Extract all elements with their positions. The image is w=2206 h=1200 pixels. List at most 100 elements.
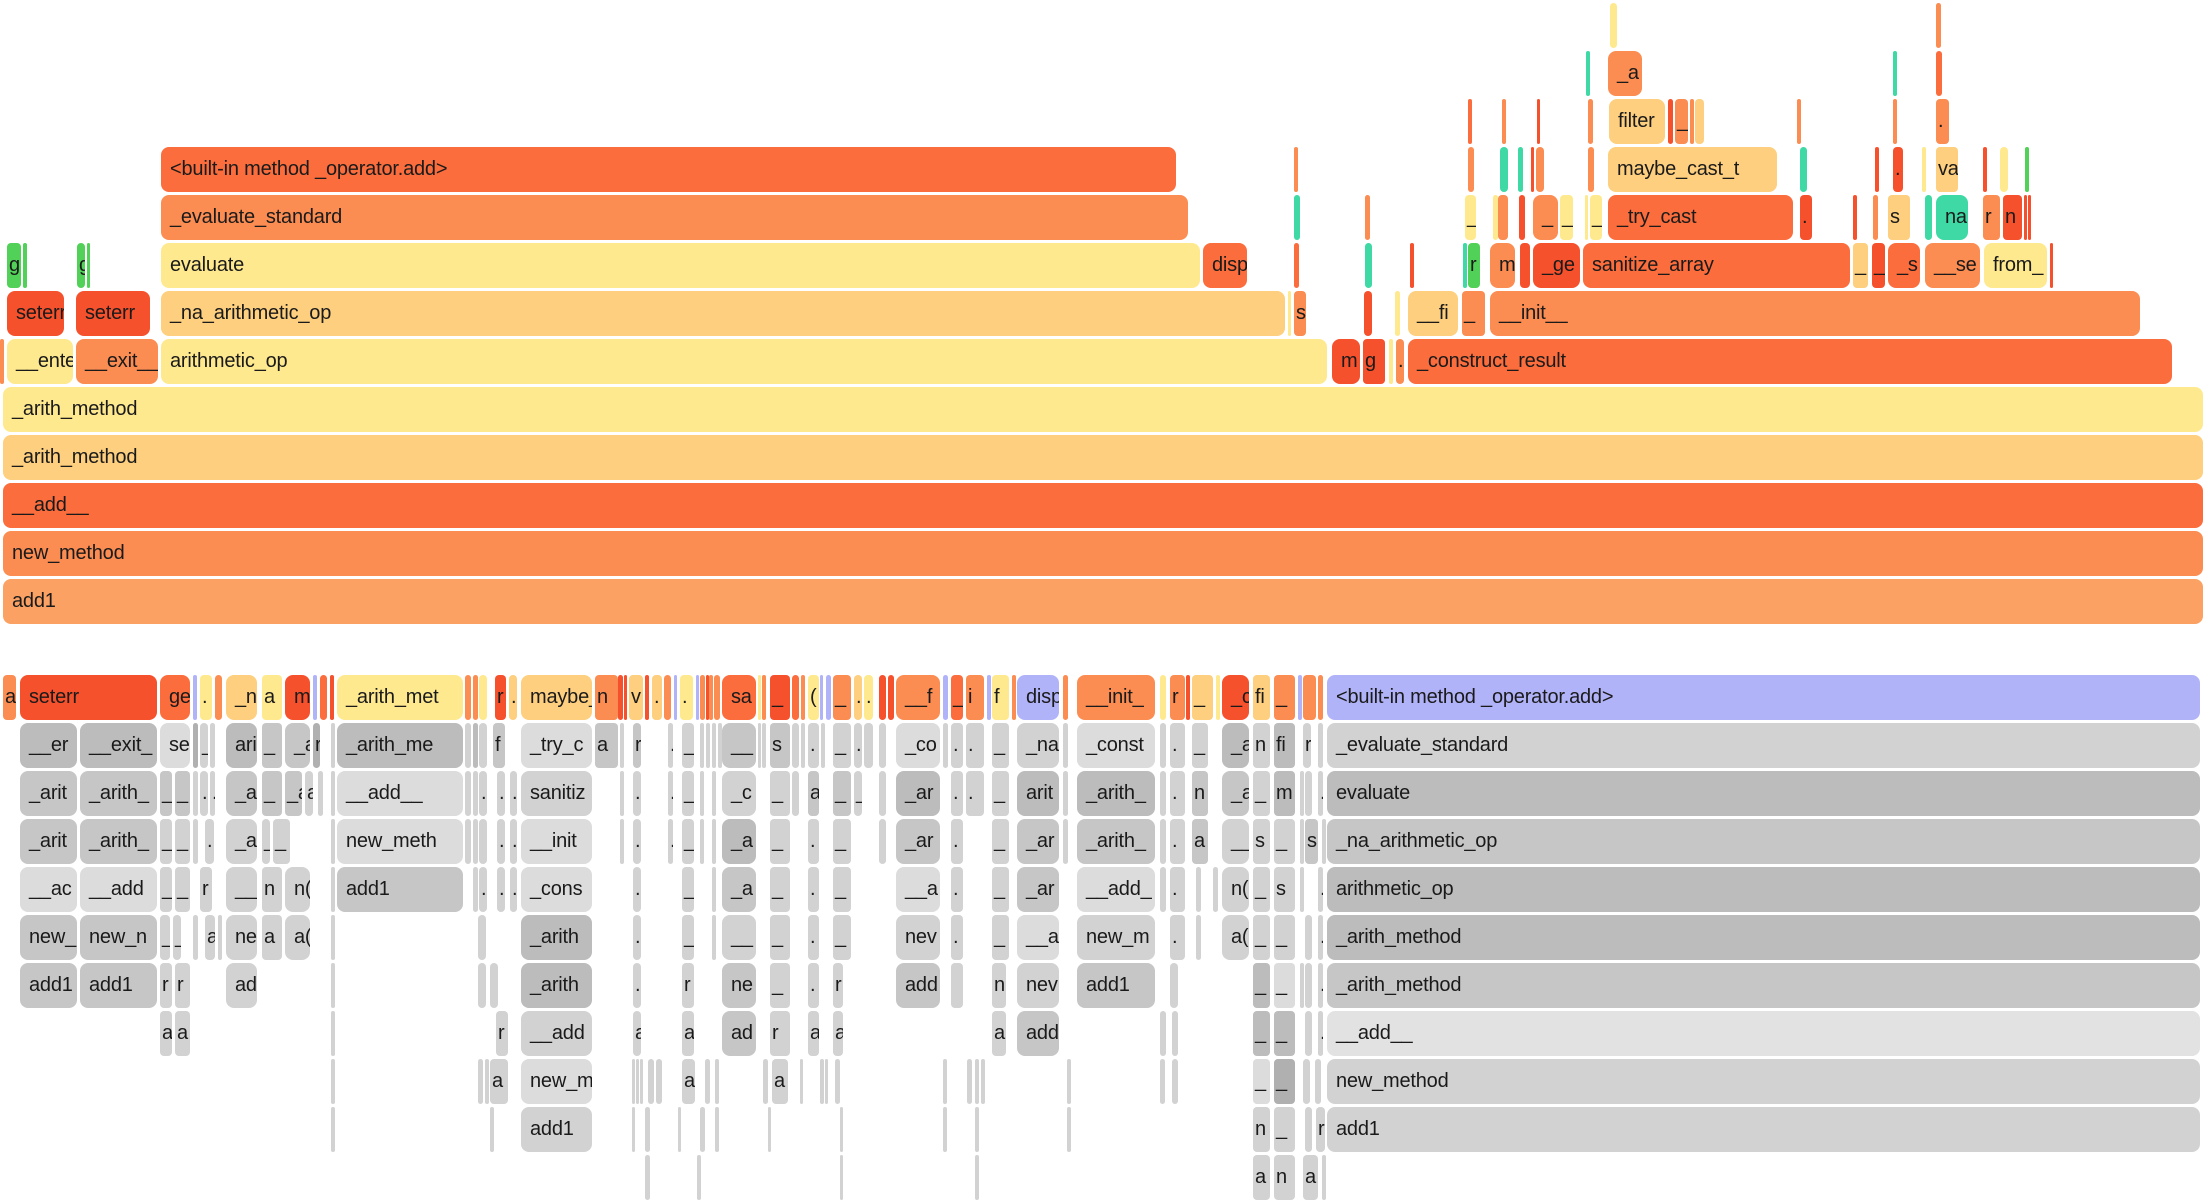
flame-frame[interactable]	[1936, 3, 1941, 48]
flame-frame[interactable]: ad	[722, 1011, 756, 1056]
flame-frame[interactable]: .	[1170, 723, 1185, 768]
flame-frame[interactable]: m	[1490, 243, 1515, 288]
flame-frame[interactable]	[636, 1059, 639, 1104]
flame-frame[interactable]	[705, 1059, 710, 1104]
flame-frame[interactable]	[762, 675, 766, 720]
flame-frame[interactable]	[2000, 147, 2008, 192]
flame-frame[interactable]: _	[1274, 1011, 1295, 1056]
flame-frame[interactable]	[465, 675, 471, 720]
flame-frame[interactable]: .	[479, 771, 487, 816]
flame-frame[interactable]	[465, 771, 471, 816]
flame-frame[interactable]: .	[1318, 771, 1323, 816]
flame-frame[interactable]	[763, 1059, 768, 1104]
flame-frame[interactable]: add1	[1327, 1107, 2200, 1152]
flame-frame[interactable]: new_method	[1327, 1059, 2200, 1104]
flame-frame[interactable]: a	[633, 1011, 641, 1056]
flame-frame[interactable]: a	[1303, 1155, 1318, 1200]
flame-frame[interactable]	[840, 1107, 843, 1152]
flame-frame[interactable]	[1063, 723, 1068, 768]
flame-frame[interactable]: _	[175, 819, 190, 864]
flame-frame[interactable]	[318, 771, 323, 816]
flame-frame[interactable]: .	[1396, 339, 1404, 384]
flame-frame[interactable]	[479, 675, 487, 720]
flame-frame[interactable]	[1800, 147, 1807, 192]
flame-frame[interactable]: .	[854, 723, 862, 768]
flame-frame[interactable]: _na_arithmetic_op	[1327, 819, 2200, 864]
flame-frame[interactable]: .	[808, 867, 819, 912]
flame-frame[interactable]: s	[770, 723, 790, 768]
flame-frame[interactable]: add1	[20, 963, 77, 1008]
flame-frame[interactable]	[1305, 915, 1312, 960]
flame-frame[interactable]: _s	[1888, 243, 1920, 288]
flame-frame[interactable]	[473, 867, 478, 912]
flame-frame[interactable]: _	[1872, 243, 1885, 288]
flame-frame[interactable]	[700, 819, 704, 864]
flame-frame[interactable]: .	[210, 771, 215, 816]
flame-frame[interactable]	[1695, 99, 1704, 144]
flame-frame[interactable]: new_	[20, 915, 77, 960]
flame-frame[interactable]: se	[160, 723, 190, 768]
flame-frame[interactable]: n	[1274, 1155, 1295, 1200]
flame-frame[interactable]: _const	[1077, 723, 1155, 768]
flame-frame[interactable]: __ac	[20, 867, 77, 912]
flame-frame[interactable]	[835, 1059, 840, 1104]
flame-frame[interactable]	[1588, 99, 1593, 144]
flame-frame[interactable]	[1196, 915, 1201, 960]
flame-frame[interactable]: __add__	[3, 483, 2203, 528]
flame-frame[interactable]: _na_arithmetic_op	[161, 291, 1285, 336]
flame-frame[interactable]: a	[262, 915, 282, 960]
flame-frame[interactable]	[1468, 147, 1474, 192]
flame-frame[interactable]: _	[1253, 867, 1270, 912]
flame-frame[interactable]: nev	[896, 915, 940, 960]
flame-frame[interactable]	[715, 1059, 719, 1104]
flame-frame[interactable]: a	[682, 1011, 694, 1056]
flame-frame[interactable]: na	[1936, 195, 1968, 240]
flame-frame[interactable]	[678, 1107, 681, 1152]
flame-frame[interactable]: a	[1253, 1155, 1270, 1200]
flame-frame[interactable]	[700, 1107, 705, 1152]
flame-frame[interactable]: nev	[1017, 963, 1059, 1008]
flame-frame[interactable]: new_n	[80, 915, 157, 960]
flame-frame[interactable]	[1160, 1011, 1166, 1056]
flame-frame[interactable]: _	[833, 771, 851, 816]
flame-frame[interactable]: a	[808, 771, 819, 816]
flame-frame[interactable]	[697, 1155, 701, 1200]
flame-frame[interactable]: .	[497, 819, 505, 864]
flame-frame[interactable]: .	[633, 867, 641, 912]
flame-frame[interactable]: _	[682, 819, 694, 864]
flame-frame[interactable]	[2025, 147, 2029, 192]
flame-frame[interactable]: a	[205, 915, 215, 960]
flame-frame[interactable]: _	[262, 819, 270, 864]
flame-frame[interactable]	[1585, 195, 1588, 240]
flame-frame[interactable]: .	[668, 819, 673, 864]
flame-frame[interactable]: .	[497, 771, 505, 816]
flame-frame[interactable]: .	[864, 675, 873, 720]
flame-frame[interactable]: _	[262, 723, 282, 768]
flame-frame[interactable]: _a	[1222, 723, 1249, 768]
flame-frame[interactable]: n(	[285, 867, 310, 912]
flame-frame[interactable]	[943, 1059, 947, 1104]
flame-frame[interactable]: _	[682, 867, 694, 912]
flame-frame[interactable]	[2024, 195, 2027, 240]
flame-frame[interactable]	[1536, 147, 1544, 192]
flame-frame[interactable]	[331, 1011, 335, 1056]
flame-frame[interactable]	[1668, 99, 1673, 144]
flame-frame[interactable]: _	[1253, 1059, 1270, 1104]
flame-frame[interactable]: a	[992, 1011, 1006, 1056]
flame-frame[interactable]	[1322, 819, 1326, 864]
flame-frame[interactable]: _	[1253, 915, 1270, 960]
flame-frame[interactable]: f	[992, 675, 1009, 720]
flame-frame[interactable]: _	[1253, 771, 1270, 816]
flame-frame[interactable]: _arith_method	[3, 435, 2203, 480]
flame-frame[interactable]	[1303, 1059, 1310, 1104]
flame-frame[interactable]: _	[1274, 963, 1295, 1008]
flame-frame[interactable]: _arith_	[80, 771, 157, 816]
flame-frame[interactable]: n	[1192, 771, 1208, 816]
flame-frame[interactable]: _c	[1222, 675, 1249, 720]
flame-frame[interactable]: __init__	[1490, 291, 2140, 336]
flame-frame[interactable]: i	[966, 675, 984, 720]
flame-frame[interactable]	[1063, 819, 1068, 864]
flame-frame[interactable]	[648, 1059, 654, 1104]
flame-frame[interactable]: add1	[80, 963, 157, 1008]
flame-frame[interactable]: s	[1305, 819, 1318, 864]
